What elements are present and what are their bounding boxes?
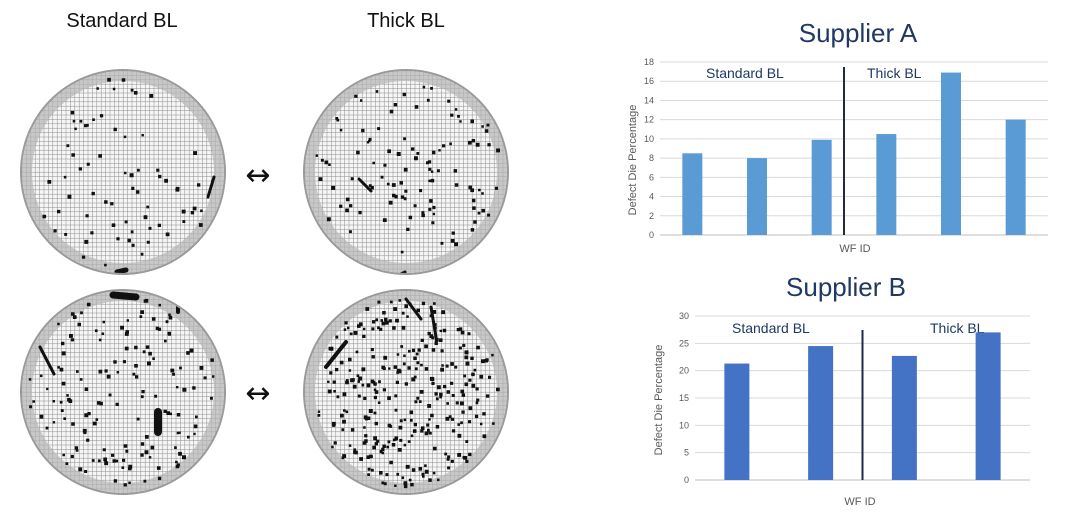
y-tick-label: 2: [649, 211, 654, 221]
y-tick-label: 0: [684, 475, 689, 485]
x-axis-label: WF ID: [844, 496, 875, 508]
y-tick-label: 0: [649, 230, 654, 240]
y-tick-label: 18: [644, 57, 654, 67]
region-label-thick-bl: Thick BL: [930, 320, 985, 336]
supplier-a-bar-chart: Supplier A Defect Die Percentage WF ID S…: [627, 18, 1048, 255]
bar: [682, 153, 703, 235]
y-tick-label: 10: [679, 420, 689, 430]
bar: [975, 332, 1001, 480]
region-label-standard-bl: Standard BL: [706, 65, 784, 81]
bar: [876, 134, 897, 235]
y-tick-label: 12: [644, 115, 654, 125]
bar: [747, 158, 767, 235]
y-tick-label: 8: [649, 153, 654, 163]
y-tick-label: 15: [679, 393, 689, 403]
bar: [1005, 119, 1026, 235]
region-label-thick-bl: Thick BL: [867, 65, 922, 81]
y-tick-label: 5: [684, 448, 689, 458]
y-tick-label: 30: [679, 311, 689, 321]
column-label-standard-bl: Standard BL: [66, 10, 178, 32]
y-tick-label: 4: [649, 192, 654, 202]
y-tick-label: 25: [679, 338, 689, 348]
y-axis-label: Defect Die Percentage: [627, 105, 639, 216]
wafer-map-supplier-b-thick: [303, 289, 509, 495]
x-axis-label: WF ID: [839, 243, 870, 255]
bar: [941, 72, 961, 235]
wafer-map-supplier-a-thick: [303, 69, 509, 275]
y-tick-label: 16: [644, 76, 654, 86]
column-label-thick-bl: Thick BL: [367, 10, 445, 32]
bar: [724, 363, 750, 480]
y-tick-label: 10: [644, 134, 654, 144]
compare-arrow-icon: ↔: [245, 158, 271, 193]
compare-arrow-icon: ↔: [245, 376, 271, 411]
region-label-standard-bl: Standard BL: [732, 320, 810, 336]
y-tick-label: 6: [649, 172, 654, 182]
chart-title: Supplier A: [799, 18, 918, 48]
bar: [808, 346, 834, 480]
bar: [811, 139, 832, 235]
wafer-map-supplier-b-standard: [20, 289, 226, 495]
chart-title: Supplier B: [786, 272, 906, 302]
wafer-map-supplier-a-standard: [20, 69, 226, 275]
y-axis-label: Defect Die Percentage: [653, 345, 665, 456]
bar: [891, 355, 917, 480]
y-tick-label: 14: [644, 95, 654, 105]
y-tick-label: 20: [679, 366, 689, 376]
supplier-b-bar-chart: Supplier B Defect Die Percentage WF ID S…: [653, 272, 1030, 508]
